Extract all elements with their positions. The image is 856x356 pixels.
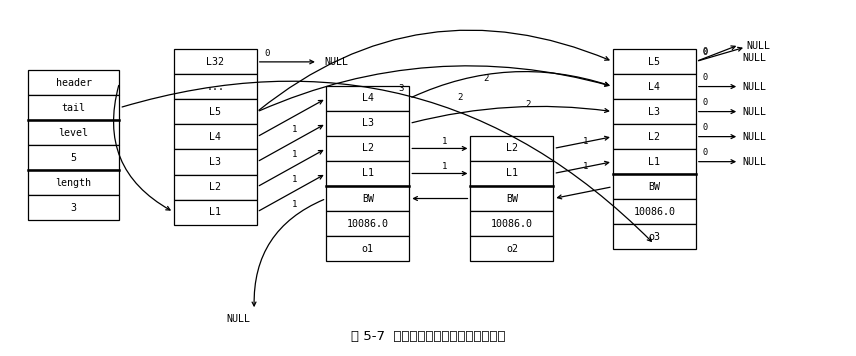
Text: L5: L5	[648, 57, 660, 67]
Text: L2: L2	[362, 143, 374, 153]
Text: 3: 3	[71, 203, 77, 213]
Text: L32: L32	[206, 57, 224, 67]
FancyBboxPatch shape	[471, 136, 554, 161]
FancyBboxPatch shape	[326, 186, 409, 211]
FancyBboxPatch shape	[174, 74, 257, 99]
Text: 0: 0	[703, 148, 708, 157]
FancyBboxPatch shape	[471, 186, 554, 211]
Text: NULL: NULL	[746, 41, 770, 51]
Text: L2: L2	[648, 132, 660, 142]
FancyBboxPatch shape	[174, 150, 257, 174]
Text: 1: 1	[583, 137, 588, 146]
Text: level: level	[59, 128, 89, 138]
Text: L3: L3	[209, 157, 221, 167]
Text: 1: 1	[292, 200, 298, 209]
FancyBboxPatch shape	[174, 125, 257, 150]
FancyBboxPatch shape	[326, 136, 409, 161]
Text: 1: 1	[443, 137, 448, 146]
FancyBboxPatch shape	[471, 236, 554, 261]
Text: 1: 1	[292, 175, 298, 184]
Text: 0: 0	[703, 98, 708, 107]
Text: BW: BW	[648, 182, 660, 192]
Text: NULL: NULL	[742, 106, 766, 117]
FancyBboxPatch shape	[326, 86, 409, 111]
Text: o1: o1	[362, 244, 374, 253]
Text: 1: 1	[443, 162, 448, 171]
Text: 0: 0	[703, 47, 708, 56]
Text: o2: o2	[506, 244, 518, 253]
Text: L1: L1	[209, 207, 221, 217]
FancyBboxPatch shape	[613, 124, 696, 149]
FancyBboxPatch shape	[471, 211, 554, 236]
FancyBboxPatch shape	[28, 70, 120, 95]
Text: 0: 0	[703, 48, 708, 57]
FancyBboxPatch shape	[174, 200, 257, 225]
Text: L1: L1	[648, 157, 660, 167]
Text: NULL: NULL	[742, 157, 766, 167]
Text: 0: 0	[703, 73, 708, 82]
Text: NULL: NULL	[324, 57, 348, 67]
Text: L5: L5	[209, 107, 221, 117]
Text: 0: 0	[703, 123, 708, 132]
Text: 2: 2	[457, 93, 463, 102]
Text: L3: L3	[362, 119, 374, 129]
Text: L4: L4	[209, 132, 221, 142]
Text: L1: L1	[506, 168, 518, 178]
FancyBboxPatch shape	[28, 145, 120, 171]
FancyBboxPatch shape	[613, 149, 696, 174]
Text: BW: BW	[506, 194, 518, 204]
Text: 1: 1	[292, 125, 298, 134]
Text: L3: L3	[648, 106, 660, 117]
Text: NULL: NULL	[742, 132, 766, 142]
Text: 0: 0	[265, 49, 270, 58]
Text: ...: ...	[206, 82, 224, 92]
FancyBboxPatch shape	[613, 74, 696, 99]
FancyBboxPatch shape	[326, 161, 409, 186]
FancyBboxPatch shape	[613, 174, 696, 199]
FancyBboxPatch shape	[174, 99, 257, 125]
FancyBboxPatch shape	[613, 224, 696, 249]
Text: 3: 3	[398, 84, 403, 93]
Text: L2: L2	[209, 182, 221, 192]
FancyBboxPatch shape	[613, 199, 696, 224]
Text: NULL: NULL	[226, 314, 250, 324]
FancyBboxPatch shape	[471, 161, 554, 186]
Text: 10086.0: 10086.0	[491, 219, 533, 229]
Text: length: length	[56, 178, 92, 188]
Text: BW: BW	[362, 194, 374, 204]
Text: L2: L2	[506, 143, 518, 153]
Text: tail: tail	[62, 103, 86, 113]
Text: 1: 1	[583, 162, 588, 171]
FancyBboxPatch shape	[28, 95, 120, 120]
Text: o3: o3	[648, 232, 660, 242]
Text: L1: L1	[362, 168, 374, 178]
FancyBboxPatch shape	[28, 171, 120, 195]
Text: 1: 1	[292, 150, 298, 159]
Text: 图 5-7  三个带有相同分值的跳跃表节点: 图 5-7 三个带有相同分值的跳跃表节点	[351, 330, 505, 343]
Text: header: header	[56, 78, 92, 88]
FancyBboxPatch shape	[326, 111, 409, 136]
Text: NULL: NULL	[742, 53, 766, 63]
Text: 5: 5	[71, 153, 77, 163]
FancyBboxPatch shape	[613, 49, 696, 74]
FancyBboxPatch shape	[613, 99, 696, 124]
Text: NULL: NULL	[742, 82, 766, 91]
FancyBboxPatch shape	[174, 174, 257, 200]
FancyBboxPatch shape	[326, 236, 409, 261]
Text: 10086.0: 10086.0	[347, 219, 389, 229]
FancyBboxPatch shape	[174, 49, 257, 74]
FancyBboxPatch shape	[28, 195, 120, 220]
Text: 2: 2	[483, 74, 488, 83]
FancyBboxPatch shape	[28, 120, 120, 145]
Text: L4: L4	[362, 93, 374, 103]
Text: L4: L4	[648, 82, 660, 91]
Text: 10086.0: 10086.0	[633, 207, 675, 217]
FancyBboxPatch shape	[326, 211, 409, 236]
Text: 2: 2	[526, 100, 531, 109]
